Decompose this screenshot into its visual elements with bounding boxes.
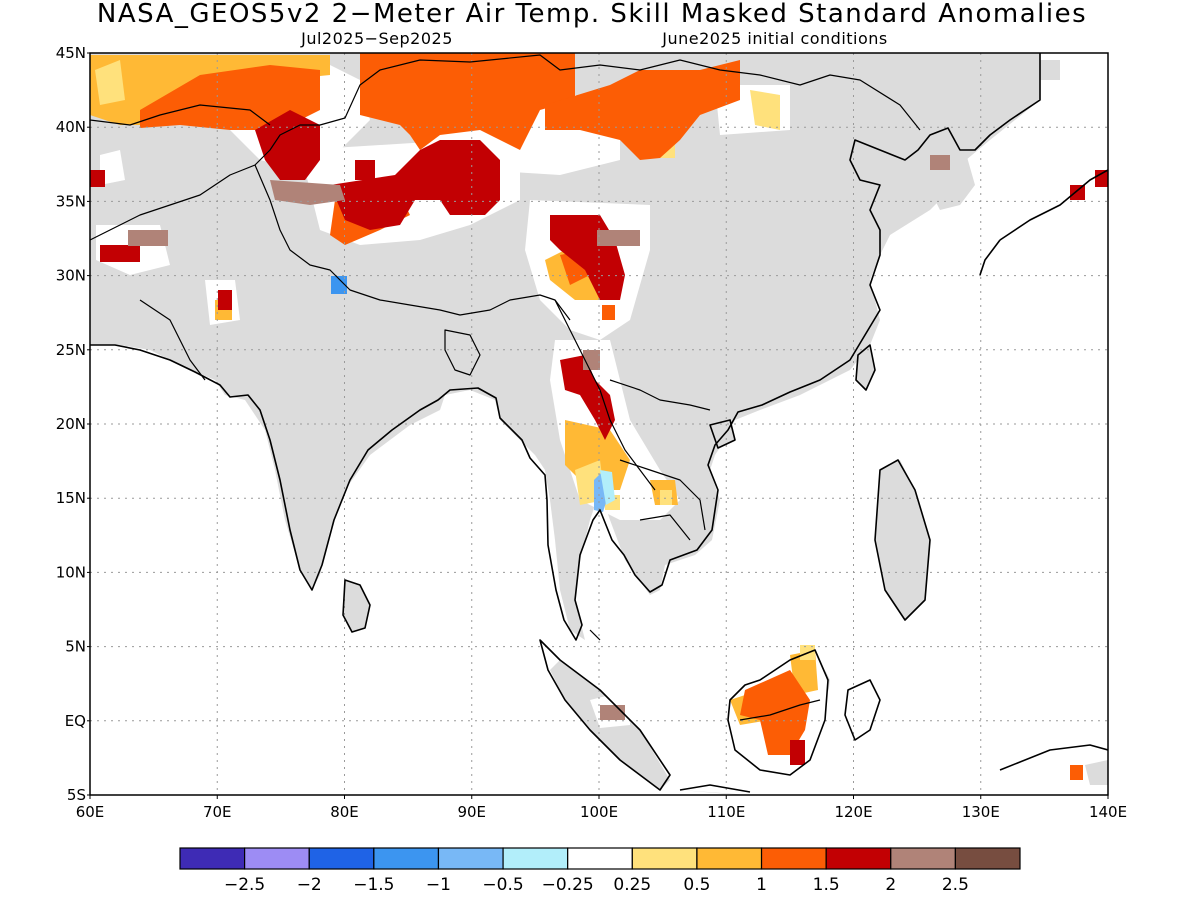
colorbar-swatch <box>631 847 698 870</box>
anomaly-level-neg-0-5 <box>600 470 615 505</box>
colorbar-label: 1 <box>756 875 767 895</box>
lon-tick-label: 90E <box>457 803 486 821</box>
lat-tick-label: 5S <box>67 786 86 804</box>
colorbar-swatch <box>373 847 440 870</box>
lon-tick-label: 130E <box>962 803 1000 821</box>
lat-tick-label: 10N <box>56 563 86 581</box>
colorbar-swatch <box>760 847 827 870</box>
colorbar-swatch <box>179 847 246 870</box>
colorbar-label: −2 <box>297 875 322 895</box>
lat-tick-label: 15N <box>56 489 86 507</box>
anomaly-cells <box>90 53 1108 780</box>
colorbar-swatch <box>567 847 633 870</box>
colorbar-swatch <box>502 847 569 870</box>
colorbar-label: −0.5 <box>482 875 523 895</box>
colorbar-swatch <box>437 847 504 870</box>
lat-tick-label: 35N <box>56 192 86 210</box>
lat-tick-label: 25N <box>56 341 86 359</box>
colorbar-label: 1.5 <box>813 875 840 895</box>
longitude-tick-labels: 60E 70E 80E 90E 100E 110E 120E 130E 140E <box>76 795 1127 821</box>
lat-tick-label: 45N <box>56 44 86 62</box>
lon-tick-label: 100E <box>580 803 618 821</box>
negative-anomalies <box>331 276 615 512</box>
lon-tick-label: 70E <box>203 803 232 821</box>
lon-tick-label: 140E <box>1089 803 1127 821</box>
anomaly-level-1-5 <box>140 53 1083 780</box>
colorbar-label: 2.5 <box>942 875 969 895</box>
anomaly-level-neg-1-5 <box>331 276 347 294</box>
country-borders <box>90 54 921 721</box>
lat-tick-label: EQ <box>65 712 86 730</box>
lat-tick-label: 5N <box>65 638 86 656</box>
colorbar-label: −1 <box>426 875 451 895</box>
lat-tick-label: 40N <box>56 118 86 136</box>
map-panel <box>90 53 1108 795</box>
colorbar-swatch <box>244 847 310 870</box>
lat-tick-label: 20N <box>56 415 86 433</box>
colorbar-label: 0.5 <box>683 875 710 895</box>
colorbar: −2.5 −2 −1.5 −1 −0.5 −0.25 0.25 0.5 1 1.5 2 2.5 <box>179 847 1021 895</box>
colorbar-label: −1.5 <box>353 875 394 895</box>
colorbar-swatch <box>890 847 956 870</box>
colorbar-swatch <box>954 847 1021 870</box>
gridlines <box>90 53 1108 795</box>
lon-tick-label: 80E <box>330 803 359 821</box>
colorbar-label: 0.25 <box>613 875 651 895</box>
lon-tick-label: 110E <box>707 803 745 821</box>
lat-tick-label: 30N <box>56 267 86 285</box>
colorbar-swatch <box>308 847 375 870</box>
colorbar-swatch <box>825 847 892 870</box>
colorbar-swatch <box>696 847 763 870</box>
lon-tick-label: 60E <box>76 803 105 821</box>
lon-tick-label: 120E <box>834 803 872 821</box>
figure-title: NASA_GEOS5v2 2−Meter Air Temp. Skill Mas… <box>97 0 1087 29</box>
colorbar-label: 2 <box>885 875 896 895</box>
colorbar-label: −0.25 <box>542 875 594 895</box>
initial-conditions-label: June2025 initial conditions <box>661 29 888 48</box>
latitude-tick-labels: 5S EQ 5N 10N 15N 20N 25N 30N 35N 40N 45N <box>56 44 90 804</box>
colorbar-label: −2.5 <box>224 875 265 895</box>
coastlines <box>90 53 1108 793</box>
period-label: Jul2025−Sep2025 <box>300 29 453 48</box>
